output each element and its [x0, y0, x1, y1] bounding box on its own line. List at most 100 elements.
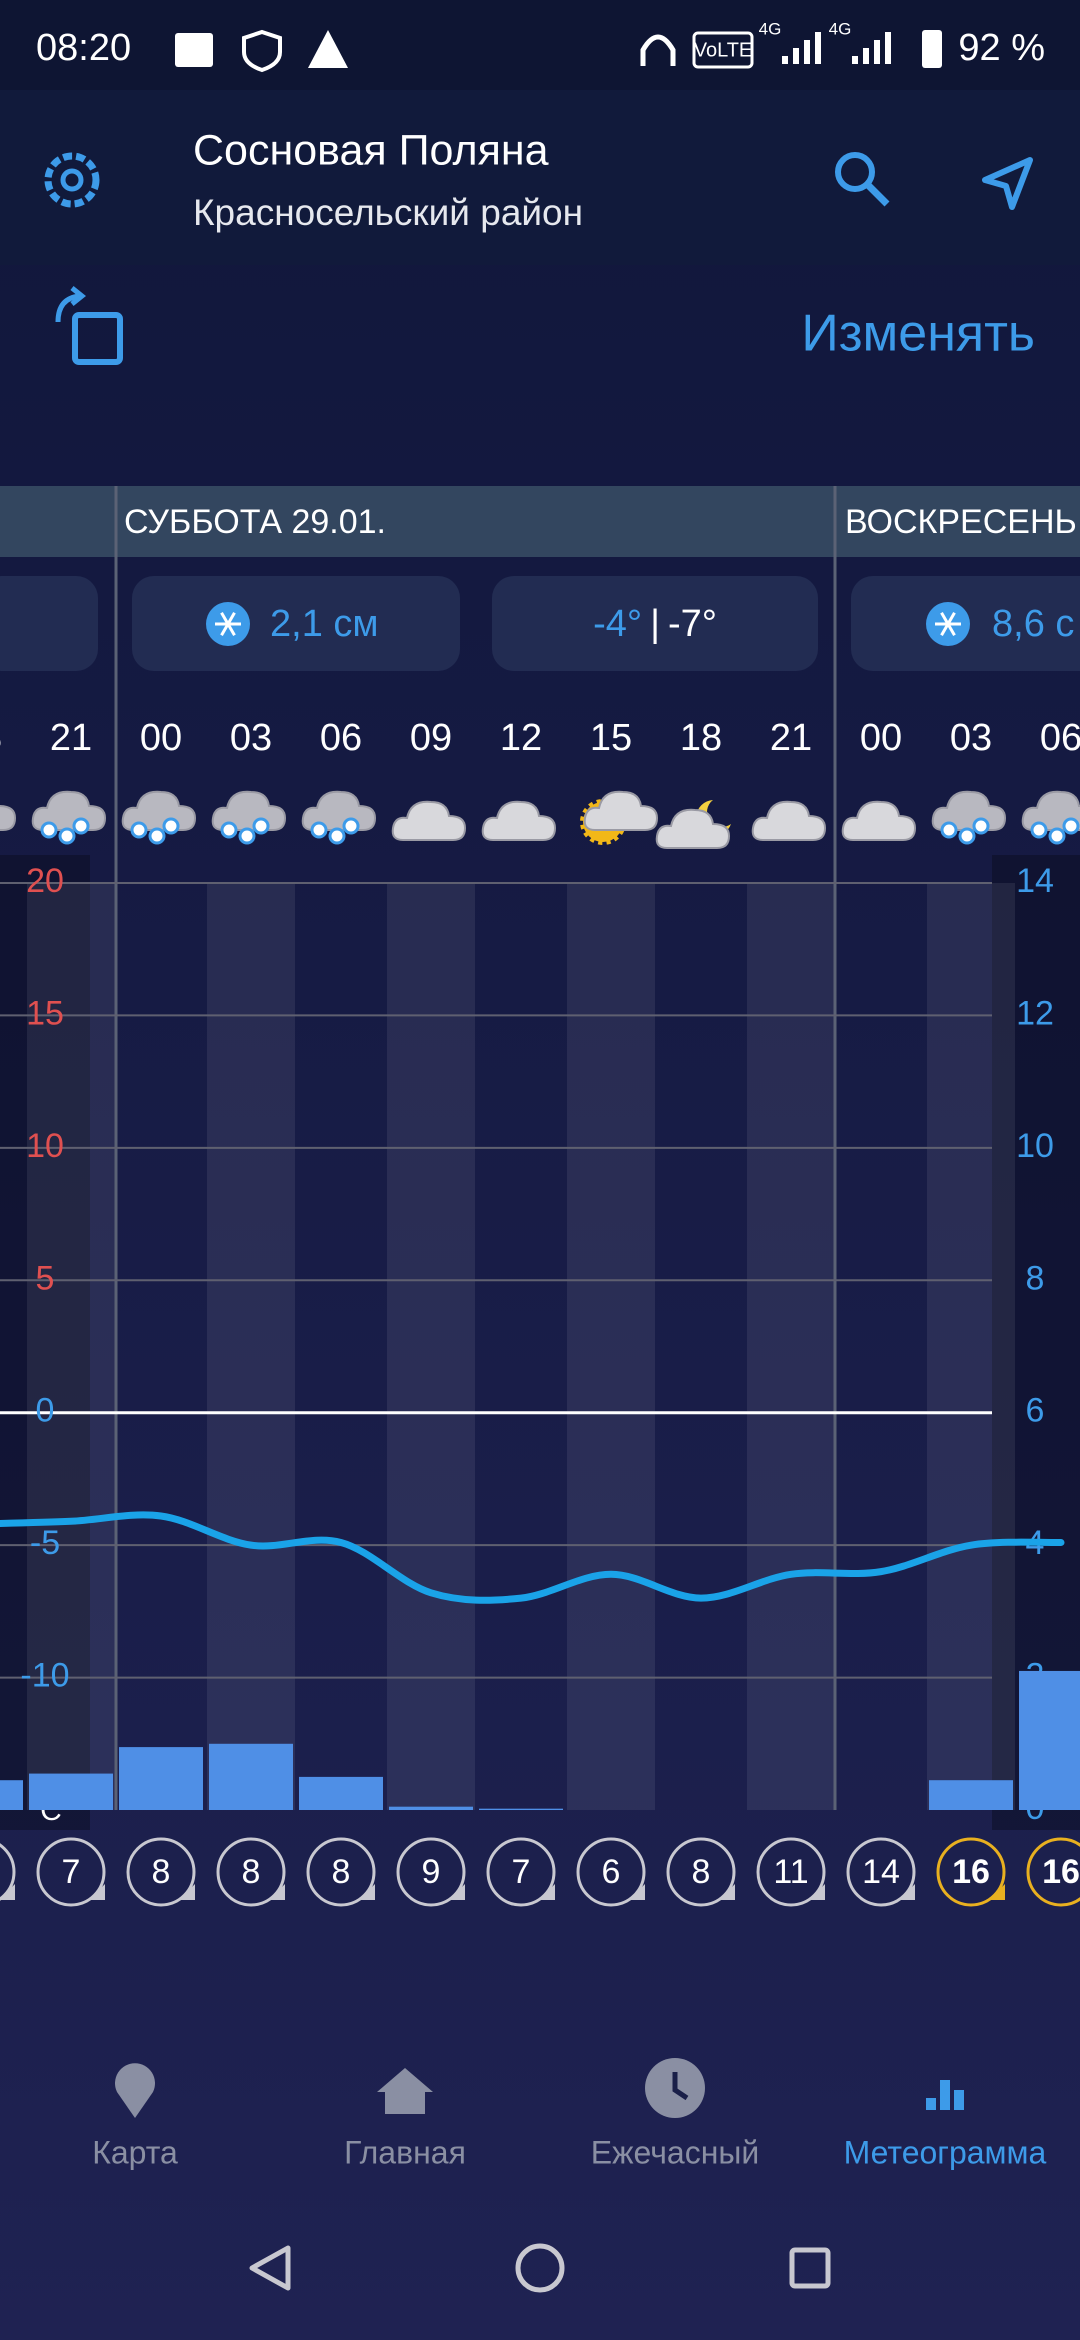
wind-direction — [449, 1884, 465, 1900]
hour-label: 06 — [320, 717, 362, 759]
clock: 08:20 — [36, 27, 131, 69]
volte-label: VoLTE — [694, 39, 753, 61]
nav-item[interactable]: Метеограмма — [844, 2080, 1047, 2170]
home-button[interactable] — [515, 2243, 565, 2293]
nav-item[interactable]: Главная — [344, 2068, 466, 2170]
day-label: ВОСКРЕСЕНЬ — [845, 503, 1077, 541]
signal-bar — [815, 32, 821, 64]
locate-icon[interactable] — [982, 157, 1033, 210]
location-subtitle: Красносельский район — [193, 192, 583, 233]
wind-direction — [629, 1884, 645, 1900]
snowflake-icon — [238, 827, 256, 845]
nav-item[interactable]: Карта — [92, 2063, 178, 2170]
snowflake-icon — [130, 821, 148, 839]
signal-bar — [782, 56, 788, 64]
y2-tick-label: 6 — [1026, 1392, 1045, 1430]
y-tick-label: -5 — [30, 1524, 60, 1562]
y-tick-label: 20 — [26, 862, 64, 900]
nav-icon-bar — [954, 2090, 964, 2110]
wind-speed: 6 — [602, 1853, 621, 1891]
sd-icon — [175, 33, 213, 67]
snowflake-icon — [40, 821, 58, 839]
precipitation-bar — [209, 1743, 293, 1810]
recents-button[interactable] — [789, 2247, 831, 2289]
battery-icon — [922, 30, 942, 68]
snowflake-icon — [972, 817, 990, 835]
wind-direction — [539, 1884, 555, 1900]
network-label: 4G — [829, 19, 852, 38]
wind-speed: 7 — [62, 1853, 81, 1891]
y-tick-label: -10 — [20, 1657, 69, 1695]
hour-label: 03 — [950, 717, 992, 759]
snow-amount: 2,1 см — [270, 603, 379, 645]
hour-label: 18 — [0, 717, 2, 759]
temp-range: -4° | -7° — [593, 603, 717, 645]
nav-item[interactable]: Ежечасный — [591, 2058, 760, 2170]
signal-bar — [863, 48, 869, 64]
cloud-icon — [583, 790, 659, 831]
wind-speed: 9 — [422, 1853, 441, 1891]
y2-tick-label: 8 — [1026, 1259, 1045, 1297]
hour-label: 21 — [50, 717, 92, 759]
nav-icon — [377, 2068, 433, 2114]
wind-speed: 7 — [512, 1853, 531, 1891]
snowflake-icon — [940, 821, 958, 839]
search-icon[interactable] — [835, 152, 875, 192]
nav-icon — [114, 2063, 155, 2118]
snowflake-icon — [958, 827, 976, 845]
back-button[interactable] — [249, 2245, 291, 2291]
network-label: 4G — [759, 19, 782, 38]
snowflake-icon — [310, 821, 328, 839]
wind-speed: 16 — [1042, 1853, 1080, 1891]
column-stripe — [27, 883, 115, 1810]
summary-pill — [132, 576, 460, 671]
hour-label: 06 — [1040, 717, 1080, 759]
precipitation-bar — [389, 1806, 473, 1810]
y-tick-label: 5 — [36, 1259, 55, 1297]
cloud-icon — [655, 808, 731, 849]
wind-speed: 8 — [242, 1853, 261, 1891]
wind-direction — [719, 1884, 735, 1900]
cloud-icon — [481, 800, 557, 841]
precipitation-bar — [1019, 1670, 1080, 1810]
y-tick-label: 0 — [36, 1392, 55, 1430]
wind-direction — [269, 1884, 285, 1900]
snowflake-icon — [328, 827, 346, 845]
hour-label: 15 — [590, 717, 632, 759]
wind-speed: 14 — [862, 1853, 900, 1891]
headphones-icon — [640, 34, 676, 66]
rotate-arrow — [55, 286, 87, 323]
precipitation-bar — [119, 1747, 203, 1810]
settings-icon-core — [60, 168, 84, 192]
snowflake-icon — [342, 817, 360, 835]
y-tick-label: 10 — [26, 1127, 64, 1165]
day-bar — [0, 486, 1080, 557]
snowflake-icon — [1062, 817, 1080, 835]
axis-strip — [0, 855, 90, 1830]
hour-label: 18 — [680, 717, 722, 759]
precipitation-bar — [29, 1773, 113, 1810]
signal-bar — [874, 40, 880, 64]
header — [0, 90, 1080, 265]
column-stripe — [207, 883, 295, 1810]
hour-label: 21 — [770, 717, 812, 759]
wind-speed: 8 — [332, 1853, 351, 1891]
edit-button[interactable]: Изменять — [801, 305, 1035, 363]
signal-bar — [804, 40, 810, 64]
precipitation-bar — [299, 1776, 383, 1810]
wind-badge — [1026, 1837, 1080, 1907]
column-stripe — [567, 883, 655, 1810]
wind-badge — [576, 1837, 646, 1907]
wind-direction — [809, 1884, 825, 1900]
settings-icon[interactable] — [44, 152, 100, 208]
nav-label: Метеограмма — [844, 2134, 1047, 2170]
column-stripe — [747, 883, 835, 1810]
snowflake-icon — [252, 817, 270, 835]
snowflake-icon — [148, 827, 166, 845]
snow-amount: 8,6 с — [992, 603, 1074, 645]
hour-label: 03 — [230, 717, 272, 759]
location-title: Сосновая Поляна — [193, 126, 549, 174]
hour-label: 09 — [410, 717, 452, 759]
rotate-icon[interactable] — [72, 312, 123, 365]
